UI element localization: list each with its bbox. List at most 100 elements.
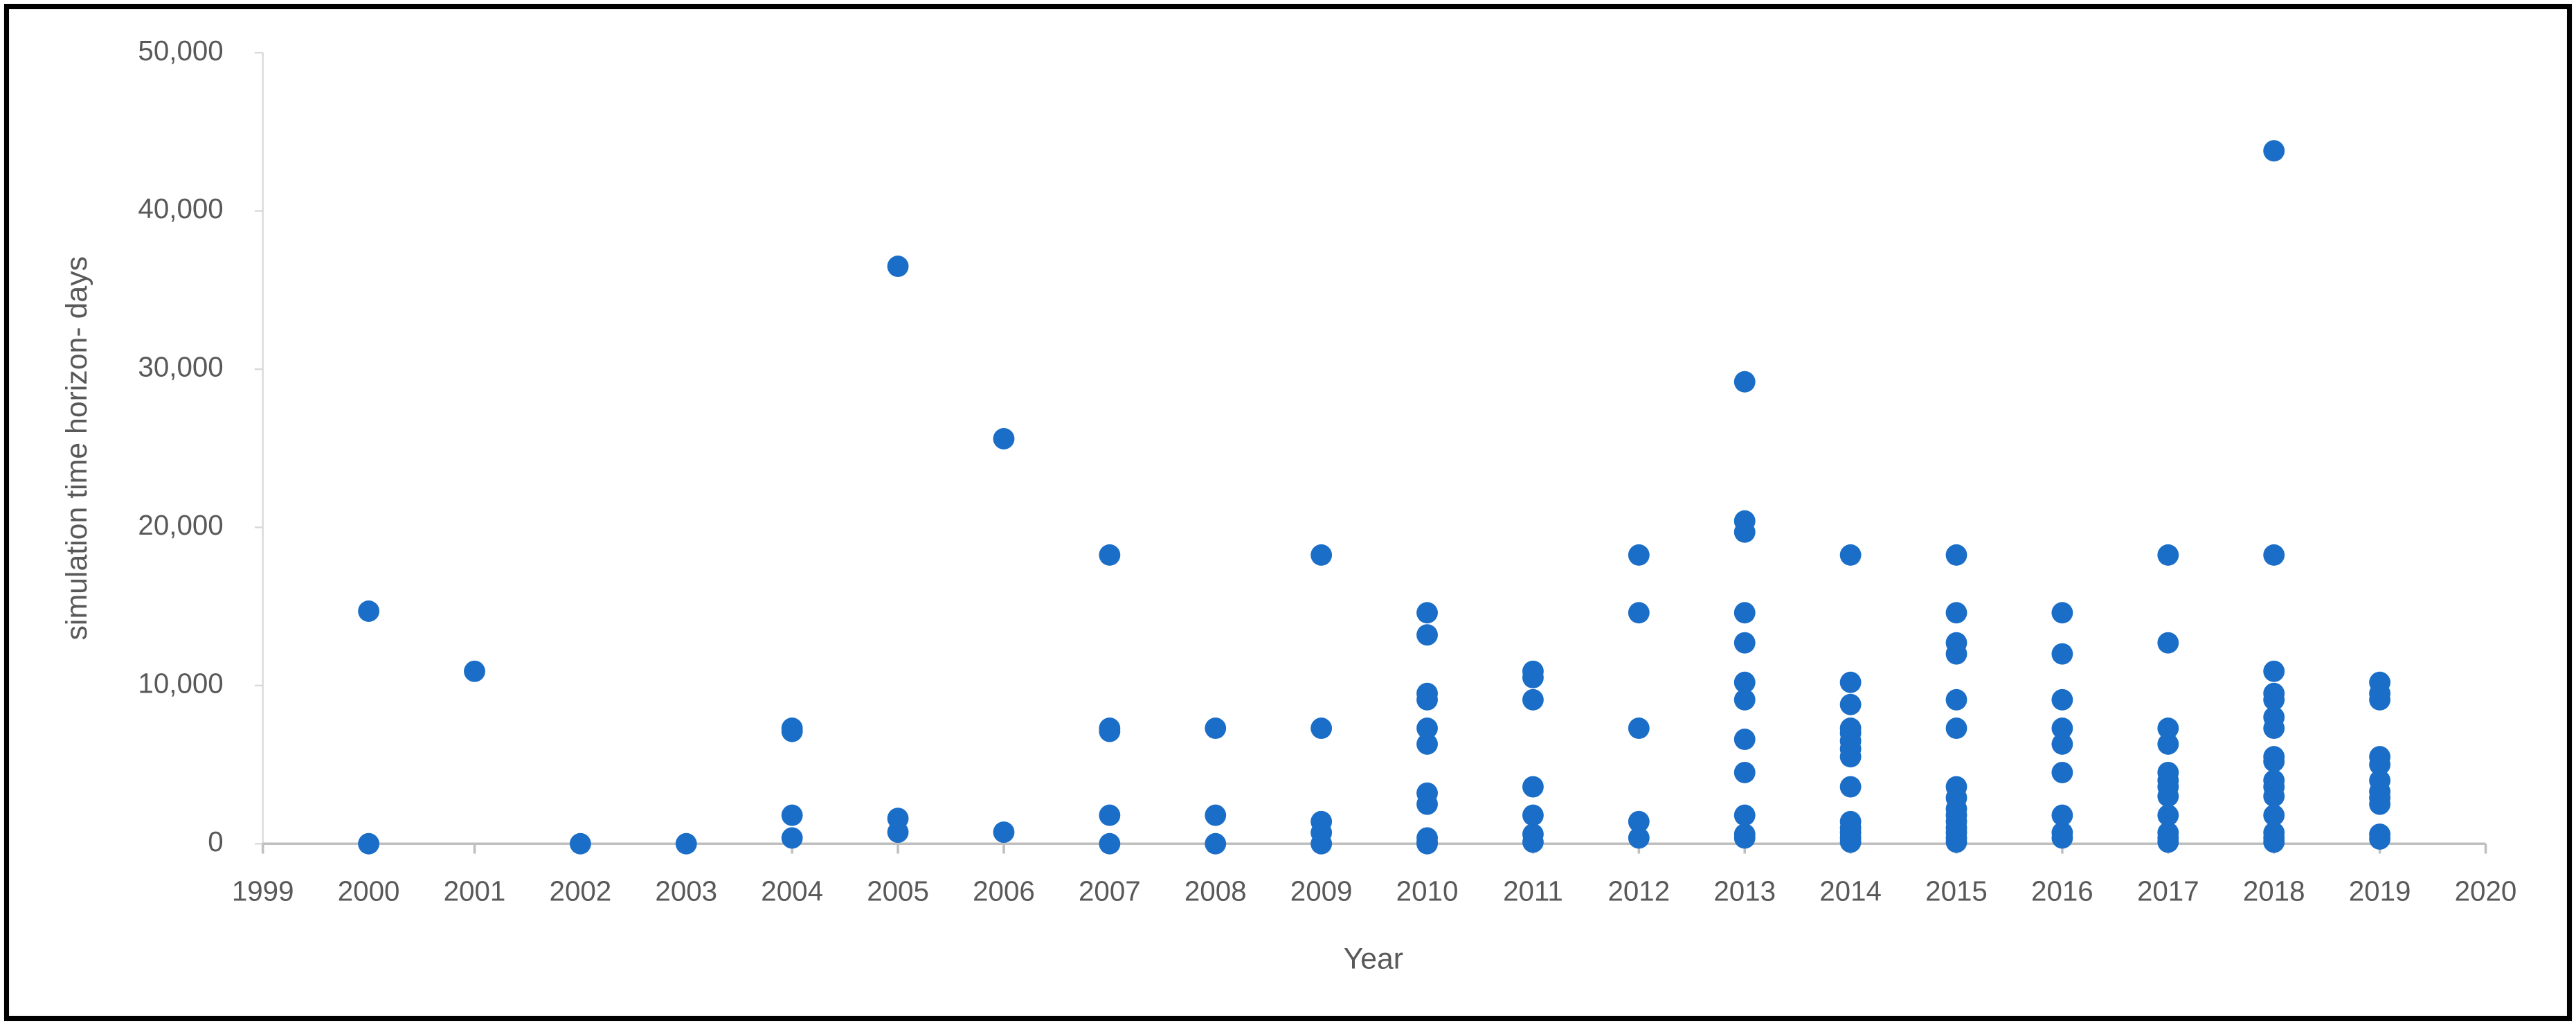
point <box>2263 804 2285 826</box>
point <box>1416 832 1438 855</box>
point <box>1733 521 1756 543</box>
point <box>1416 624 1438 646</box>
point <box>1205 832 1227 855</box>
point <box>1522 776 1544 798</box>
point <box>1628 810 1650 832</box>
point <box>1522 688 1544 711</box>
point <box>1522 831 1544 853</box>
point <box>2051 688 2073 711</box>
point <box>2369 688 2391 711</box>
point <box>2157 804 2179 826</box>
point <box>2157 632 2179 654</box>
point <box>1945 544 1967 566</box>
point <box>2263 751 2285 772</box>
point <box>1416 793 1438 815</box>
point <box>1099 720 1121 742</box>
point <box>1522 804 1544 826</box>
point <box>781 827 803 849</box>
point <box>1839 671 1862 693</box>
point <box>1733 371 1756 393</box>
point <box>1099 832 1121 855</box>
point <box>1733 688 1756 711</box>
point <box>1945 643 1967 665</box>
point <box>993 428 1015 449</box>
y-tick-label: 20,000 <box>138 509 223 541</box>
point <box>1416 718 1438 739</box>
y-axis-title: simulation time horizon- days <box>60 256 93 641</box>
point <box>2263 660 2285 682</box>
point <box>2051 733 2073 755</box>
point <box>2369 754 2391 776</box>
point <box>464 660 485 682</box>
point <box>1522 666 1544 688</box>
point <box>887 256 909 277</box>
point <box>1839 831 1862 853</box>
x-tick-label: 2018 <box>2243 875 2305 907</box>
point <box>1945 718 1967 739</box>
point <box>2157 785 2179 808</box>
point <box>358 600 380 622</box>
point <box>781 720 803 742</box>
point <box>2263 831 2285 853</box>
point <box>1733 632 1756 654</box>
point <box>2157 831 2179 853</box>
point <box>569 832 591 855</box>
x-tick-label: 2014 <box>1819 875 1882 907</box>
point <box>1205 804 1227 826</box>
point <box>2263 688 2285 711</box>
point <box>1733 602 1756 624</box>
point <box>1628 827 1650 849</box>
point <box>2263 544 2285 566</box>
point <box>1733 827 1756 849</box>
point <box>2157 718 2179 739</box>
point <box>1628 602 1650 624</box>
point <box>2157 733 2179 755</box>
x-tick-label: 2000 <box>338 875 400 907</box>
x-tick-label: 2013 <box>1713 875 1776 907</box>
x-tick-label: 2001 <box>444 875 506 907</box>
point <box>2157 544 2179 566</box>
point <box>1310 718 1333 739</box>
x-tick-label: 2017 <box>2137 875 2199 907</box>
point <box>1416 733 1438 755</box>
x-tick-label: 2020 <box>2455 875 2517 907</box>
point <box>1628 544 1650 566</box>
point <box>2051 602 2073 624</box>
point <box>993 821 1015 844</box>
point <box>1733 804 1756 826</box>
x-tick-label: 1999 <box>232 875 294 907</box>
point <box>1416 602 1438 624</box>
x-tick-label: 2011 <box>1503 875 1563 907</box>
point <box>2051 718 2073 739</box>
point <box>887 821 909 844</box>
x-tick-label: 2015 <box>1925 875 1988 907</box>
point <box>358 832 380 855</box>
x-tick-label: 2003 <box>655 875 717 907</box>
x-tick-label: 2019 <box>2349 875 2411 907</box>
point <box>1839 776 1862 798</box>
point <box>1733 762 1756 783</box>
x-tick-label: 2007 <box>1079 875 1141 907</box>
point <box>1310 544 1333 566</box>
point <box>1945 831 1967 853</box>
point <box>2051 827 2073 849</box>
x-tick-label: 2010 <box>1396 875 1459 907</box>
point <box>1945 602 1967 624</box>
point <box>2051 643 2073 665</box>
point <box>1733 729 1756 750</box>
x-tick-label: 2005 <box>867 875 929 907</box>
frame <box>3 3 2573 1022</box>
x-tick-label: 2002 <box>550 875 612 907</box>
point <box>2263 718 2285 739</box>
point <box>1310 832 1333 855</box>
point <box>1839 544 1862 566</box>
point <box>1628 718 1650 739</box>
point <box>2263 785 2285 808</box>
x-tick-label: 2009 <box>1290 875 1353 907</box>
x-axis-title: Year <box>1344 942 1403 975</box>
point <box>1945 688 1967 711</box>
y-tick-label: 40,000 <box>138 193 223 224</box>
x-tick-label: 2016 <box>2031 875 2093 907</box>
